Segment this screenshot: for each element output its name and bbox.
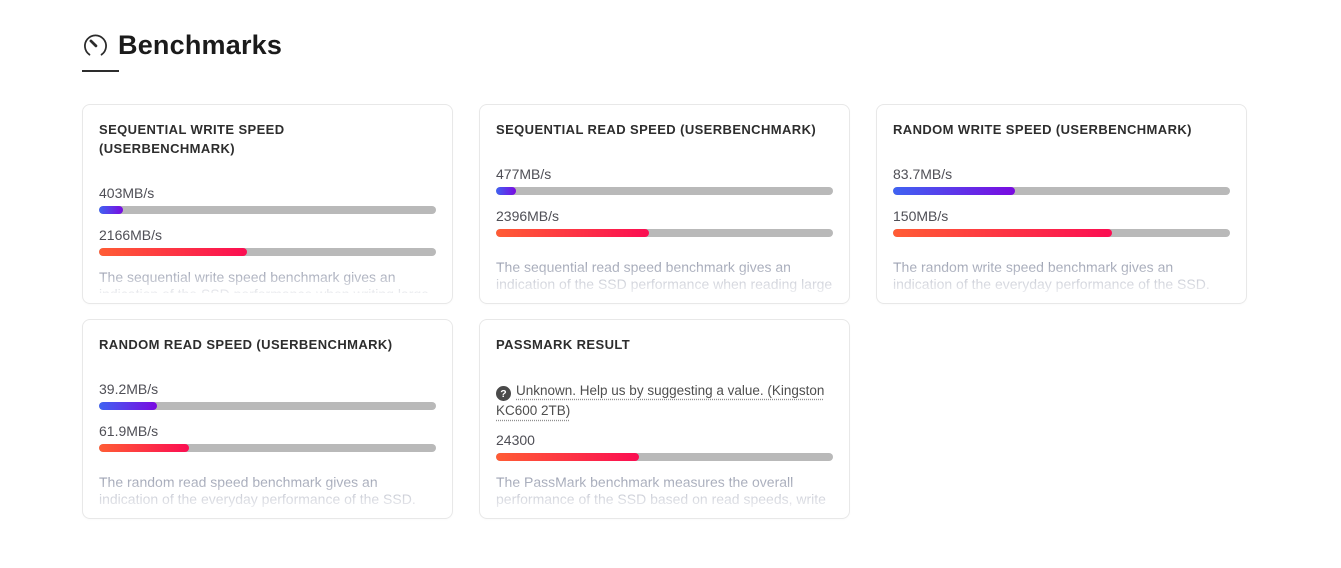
benchmark-value-label: 61.9MB/s: [99, 422, 159, 439]
card-description: The PassMark benchmark measures the over…: [496, 474, 826, 508]
benchmark-bar-group: 83.7MB/s: [893, 166, 1230, 195]
benchmark-bar-group: 403MB/s: [99, 185, 436, 214]
benchmark-bar-track: [496, 228, 833, 237]
card-description: The sequential read speed benchmark give…: [496, 259, 833, 292]
card-description: The random read speed benchmark gives an…: [99, 474, 416, 507]
card-random-write-speed: RANDOM WRITE SPEED (USERBENCHMARK) 83.7M…: [876, 104, 1247, 304]
benchmark-value-label: 2166MB/s: [99, 226, 163, 243]
benchmark-bar-group: 61.9MB/s: [99, 423, 436, 452]
benchmark-bar-track: [99, 205, 436, 214]
suggest-value-row: ? Unknown. Help us by suggesting a value.…: [496, 381, 833, 422]
benchmark-bar-fill: [99, 205, 123, 214]
card-description: The sequential write speed benchmark giv…: [99, 268, 429, 293]
heading-accent-line: [82, 70, 119, 72]
card-title: SEQUENTIAL WRITE SPEED (USERBENCHMARK): [99, 122, 285, 156]
benchmark-value-label: 477MB/s: [496, 165, 552, 182]
card-title: RANDOM WRITE SPEED (USERBENCHMARK): [893, 122, 1192, 137]
card-title: PASSMARK RESULT: [496, 337, 631, 352]
suggest-value-link[interactable]: ? Unknown. Help us by suggesting a value.…: [496, 382, 825, 419]
benchmark-bar-fill: [99, 247, 248, 256]
benchmark-bar-fill: [893, 228, 1113, 237]
benchmark-bar-fill: [99, 443, 190, 452]
card-sequential-write-speed: SEQUENTIAL WRITE SPEED (USERBENCHMARK) 4…: [82, 104, 453, 304]
benchmark-value-label: 83.7MB/s: [893, 165, 953, 182]
page-header: Benchmarks: [82, 30, 1341, 61]
benchmark-bar-group: 2396MB/s: [496, 208, 833, 237]
benchmark-value-label: 39.2MB/s: [99, 380, 159, 397]
benchmark-bar-track: [496, 453, 833, 462]
page-title: Benchmarks: [118, 30, 283, 60]
card-random-read-speed: RANDOM READ SPEED (USERBENCHMARK) 39.2MB…: [82, 319, 453, 519]
benchmark-bar-group: 150MB/s: [893, 208, 1230, 237]
card-description: The random write speed benchmark gives a…: [893, 259, 1210, 292]
benchmark-value-label: 150MB/s: [893, 207, 949, 224]
benchmark-value-label: 403MB/s: [99, 184, 155, 201]
benchmark-bar-group: 2166MB/s: [99, 227, 436, 256]
benchmark-bar-fill: [893, 186, 1016, 195]
benchmark-bar-track: [99, 247, 436, 256]
benchmark-bar-fill: [99, 401, 157, 410]
suggest-value-link-text: Unknown. Help us by suggesting a value. …: [496, 382, 825, 419]
benchmark-cards-grid: SEQUENTIAL WRITE SPEED (USERBENCHMARK) 4…: [82, 104, 1341, 519]
help-circle-icon: ?: [496, 386, 511, 402]
card-sequential-read-speed: SEQUENTIAL READ SPEED (USERBENCHMARK) 47…: [479, 104, 850, 304]
gauge-icon: [84, 34, 107, 56]
card-title: SEQUENTIAL READ SPEED (USERBENCHMARK): [496, 122, 817, 137]
benchmark-bar-group: 24300: [496, 432, 833, 462]
card-passmark-result: PASSMARK RESULT ? Unknown. Help us by sug…: [479, 319, 850, 519]
benchmark-bar-track: [99, 443, 436, 452]
benchmark-bar-fill: [496, 228, 650, 237]
benchmark-value-label: 2396MB/s: [496, 207, 560, 224]
benchmark-bar-track: [893, 228, 1230, 237]
benchmark-bar-group: 477MB/s: [496, 166, 833, 195]
benchmark-bar-group: 39.2MB/s: [99, 381, 436, 410]
benchmark-bar-fill: [496, 186, 516, 195]
benchmark-bar-track: [496, 186, 833, 195]
benchmark-value-label: 24300: [496, 432, 535, 449]
benchmark-bar-track: [893, 186, 1230, 195]
benchmarks-page: Benchmarks SEQUENTIAL WRITE SPEED (USERB…: [82, 30, 1341, 519]
benchmark-bar-track: [99, 401, 436, 410]
card-title: RANDOM READ SPEED (USERBENCHMARK): [99, 337, 393, 352]
benchmark-bar-fill: [496, 453, 640, 462]
